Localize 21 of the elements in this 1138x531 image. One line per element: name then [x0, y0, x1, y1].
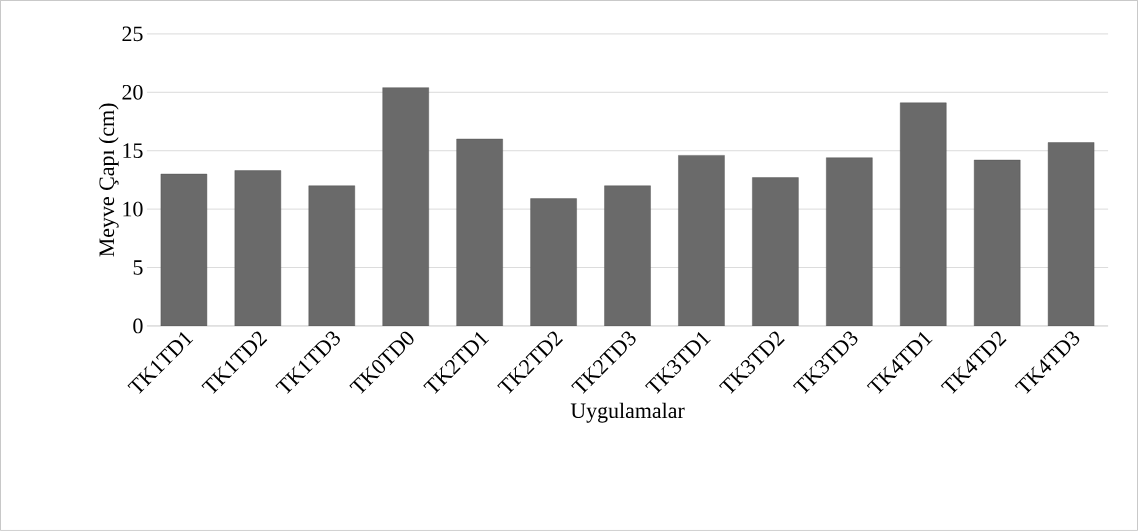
y-tick-label: 10	[123, 201, 143, 217]
bar	[456, 138, 503, 327]
bar	[974, 159, 1021, 327]
y-tick-label: 15	[123, 143, 143, 159]
bar	[678, 155, 725, 327]
bar	[530, 198, 577, 327]
y-axis-title: Meyve Çapı (cm)	[98, 103, 119, 257]
bar	[900, 102, 947, 327]
y-tick-label: 25	[122, 26, 143, 42]
bar	[308, 185, 355, 327]
bar	[160, 173, 208, 327]
bar	[1047, 142, 1095, 327]
bar	[826, 157, 873, 327]
y-tick-label: 0	[133, 318, 143, 334]
bar	[752, 177, 799, 327]
y-tick-label: 5	[133, 260, 143, 275]
bar	[604, 185, 651, 327]
bar	[382, 87, 429, 327]
y-tick-label: 20	[122, 84, 143, 100]
bar	[234, 170, 282, 327]
x-axis-title: Uygulamalar	[570, 402, 685, 423]
